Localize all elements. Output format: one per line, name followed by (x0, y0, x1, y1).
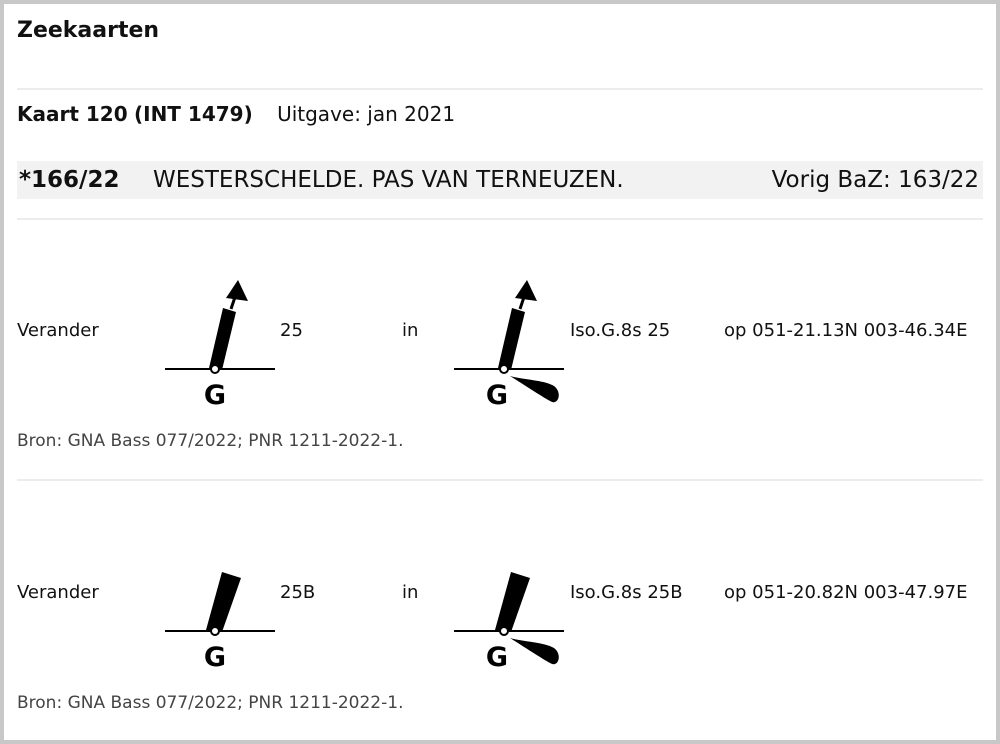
change-action: Verander (17, 582, 99, 603)
notice-number: *166/22 (19, 167, 120, 193)
chart-info: Kaart 120 (INT 1479) Uitgave: jan 2021 (17, 102, 455, 126)
divider (17, 479, 983, 481)
green-lighted-spar-buoy-icon: G (453, 572, 565, 668)
divider (17, 88, 983, 90)
svg-text:G: G (204, 642, 226, 668)
source: Bron: GNA Bass 077/2022; PNR 1211-2022-1… (17, 693, 404, 713)
position: op 051-21.13N 003-46.34E (724, 320, 968, 341)
svg-text:G: G (486, 380, 508, 406)
chart-name: Kaart 120 (17, 102, 128, 126)
chart-int: (INT 1479) (133, 102, 253, 126)
svg-text:G: G (486, 642, 508, 668)
connector: in (402, 320, 419, 341)
new-label: Iso.G.8s 25 (570, 320, 671, 341)
page-title: Zeekaarten (17, 18, 160, 43)
position: op 051-20.82N 003-47.97E (724, 582, 968, 603)
green-lighted-spar-buoy-with-topmark-icon: G (453, 278, 565, 406)
divider (17, 218, 983, 220)
notice-header: *166/22 WESTERSCHELDE. PAS VAN TERNEUZEN… (17, 161, 983, 199)
change-action: Verander (17, 320, 99, 341)
svg-text:G: G (204, 380, 226, 406)
page: Zeekaarten Kaart 120 (INT 1479) Uitgave:… (4, 4, 996, 740)
chart-edition: Uitgave: jan 2021 (277, 102, 456, 126)
new-label: Iso.G.8s 25B (570, 582, 683, 603)
previous-notice: Vorig BaZ: 163/22 (771, 167, 979, 193)
source: Bron: GNA Bass 077/2022; PNR 1211-2022-1… (17, 431, 404, 451)
green-spar-buoy-icon: G (164, 572, 276, 668)
old-label: 25 (280, 320, 303, 341)
connector: in (402, 582, 419, 603)
old-label: 25B (280, 582, 316, 603)
green-spar-buoy-with-topmark-icon: G (164, 278, 276, 406)
notice-subject: WESTERSCHELDE. PAS VAN TERNEUZEN. (153, 167, 624, 193)
